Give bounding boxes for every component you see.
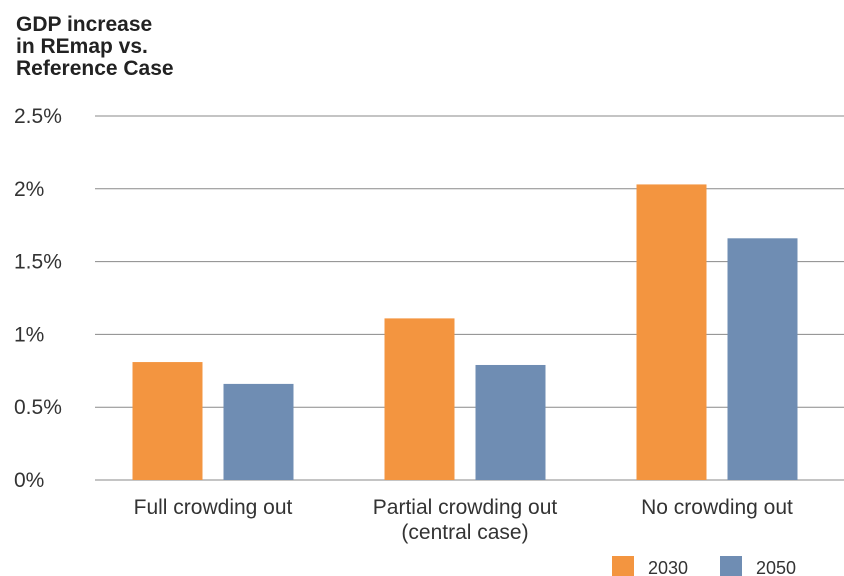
y-tick-label: 2.5%	[14, 105, 62, 128]
category-label: (central case)	[401, 521, 528, 544]
x-axis-category-labels: Full crowding out Partial crowding out(ce…	[134, 496, 793, 544]
bar-2050-2	[475, 364, 546, 480]
y-axis-tick-labels: 0% 0.5% 1% 1.5% 2% 2.5%	[14, 105, 62, 492]
bar-2030-3	[636, 184, 707, 480]
y-tick-label: 0%	[14, 469, 44, 492]
y-tick-label: 1%	[14, 323, 44, 346]
gridlines	[95, 115, 844, 481]
chart-title: GDP increase in REmap vs. Reference Case	[16, 13, 174, 80]
bar-2050-1	[223, 383, 294, 480]
legend-swatch-2030	[612, 556, 634, 576]
y-tick-label: 1.5%	[14, 251, 62, 274]
bar-2030-2	[384, 318, 455, 480]
bar-2030-1	[132, 362, 203, 480]
legend-swatch-2050	[720, 556, 742, 576]
legend-label-2030: 2030	[648, 558, 688, 576]
category-label: Full crowding out	[134, 496, 293, 519]
category-label: No crowding out	[641, 496, 793, 519]
legend: 2030 2050	[612, 556, 796, 576]
y-tick-label: 2%	[14, 178, 44, 201]
bars	[132, 184, 798, 480]
category-label: Partial crowding out	[373, 496, 558, 519]
legend-label-2050: 2050	[756, 558, 796, 576]
y-tick-label: 0.5%	[14, 396, 62, 419]
bar-2050-3	[727, 238, 798, 480]
